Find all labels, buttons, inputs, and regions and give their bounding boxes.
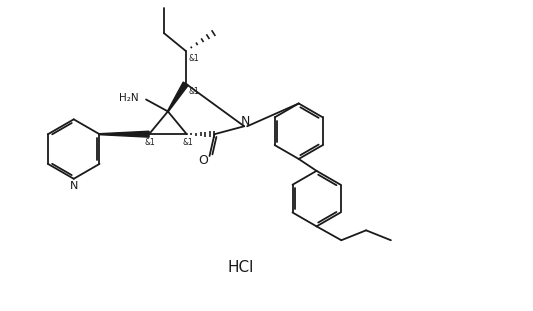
- Polygon shape: [100, 131, 149, 137]
- Text: &1: &1: [182, 138, 193, 146]
- Text: O: O: [199, 155, 208, 167]
- Polygon shape: [167, 82, 188, 112]
- Text: HCl: HCl: [227, 261, 253, 276]
- Text: &1: &1: [144, 138, 156, 146]
- Text: &1: &1: [189, 54, 199, 63]
- Text: N: N: [69, 181, 78, 191]
- Text: N: N: [240, 115, 250, 128]
- Text: H₂N: H₂N: [118, 93, 138, 103]
- Text: &1: &1: [189, 87, 199, 95]
